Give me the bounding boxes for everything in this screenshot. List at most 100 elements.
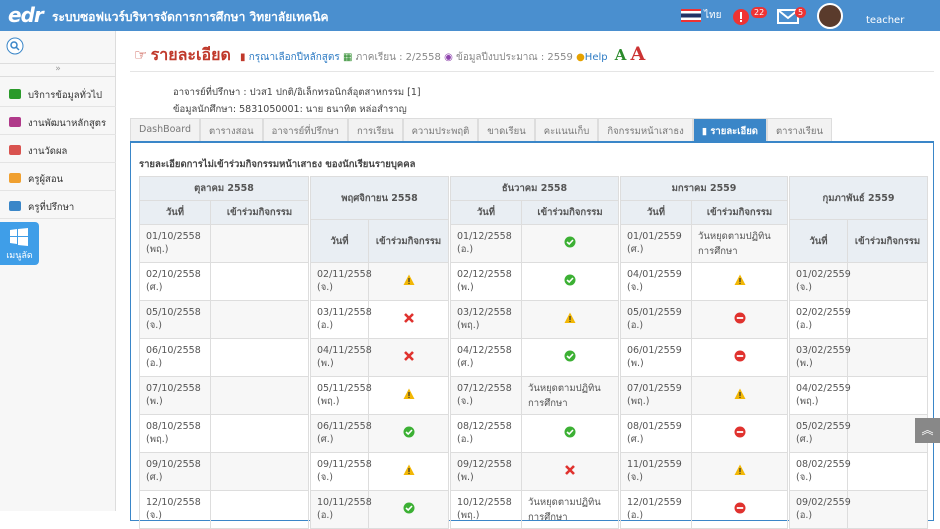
status [521,338,619,377]
day-row: 05/11/2558 (พฤ.) [310,376,449,415]
month-row: พฤศจิกายน 2558 [310,176,449,220]
month-name: ธันวาคม 2558 [450,176,619,201]
status-icon-warning [403,274,414,285]
day-row: 04/12/2558 (ศ.) [450,338,619,377]
avatar[interactable] [817,3,843,29]
status [210,414,309,453]
note: วันหยุดตามปฏิทินการศึกษา [521,490,619,529]
day-row: 02/10/2558 (ศ.) [139,262,309,301]
date: 09/11/2558 (จ.) [310,452,372,491]
status [210,338,309,377]
date-header: วันที่ [450,200,522,225]
tab[interactable]: ▮ รายละเอียด [692,118,767,141]
month-row: กุมภาพันธ์ 2559 [789,176,928,220]
date: 11/01/2559 (จ.) [620,452,692,491]
date: 08/02/2559 (จ.) [789,452,851,491]
menu-label: งานพัฒนาหลักสูตร [28,118,107,129]
date-header: วันที่ [139,200,211,225]
tab[interactable]: ความประพฤติ [402,118,479,141]
date: 06/10/2558 (อ.) [139,338,211,377]
header-row: วันที่ เข้าร่วมกิจกรรม [139,200,309,225]
tab[interactable]: ตารางสอน [200,118,263,141]
date: 08/12/2558 (อ.) [450,414,522,453]
date: 02/12/2558 (พ.) [450,262,522,301]
date: 02/10/2558 (ศ.) [139,262,211,301]
status [847,490,928,529]
status [210,262,309,301]
menu-item[interactable]: ครูที่ปรึกษา [0,193,116,219]
status [691,414,788,453]
day-row: 06/11/2558 (ศ.) [310,414,449,453]
status [521,224,619,263]
menu-label: ครูที่ปรึกษา [28,202,75,213]
day-row: 04/02/2559 (พฤ.) [789,376,928,415]
day-row: 12/10/2558 (จ.) [139,490,309,529]
tab[interactable]: อาจารย์ที่ปรึกษา [262,118,348,141]
month-row: มกราคม 2559 [620,176,788,201]
date: 05/11/2558 (พฤ.) [310,376,372,415]
main: ☞ รายละเอียด ▮ กรุณาเลือกปีหลักสูตร ▦ ภา… [120,31,940,529]
activity-header: เข้าร่วมกิจกรรม [368,219,449,263]
day-row: 08/12/2558 (อ.) [450,414,619,453]
scroll-top[interactable]: ︽ [915,418,940,443]
date: 09/02/2559 (อ.) [789,490,851,529]
status-icon-check [403,426,414,438]
menu-item[interactable]: ครูผู้สอน [0,165,116,191]
course-link[interactable]: กรุณาเลือกปีหลักสูตร [248,52,340,63]
date-header: วันที่ [789,219,848,263]
day-row: 11/01/2559 (จ.) [620,452,788,491]
alert-icon[interactable] [732,8,750,26]
date: 01/02/2559 (จ.) [789,262,851,301]
menu-item[interactable]: งานพัฒนาหลักสูตร [0,109,116,135]
tab[interactable]: ตารางเรียน [766,118,832,141]
day-row: 05/02/2559 (ศ.) [789,414,928,453]
day-row: 05/01/2559 (อ.) [620,300,788,339]
note: วันหยุดตามปฏิทินการศึกษา [691,224,788,263]
date: 04/01/2559 (จ.) [620,262,692,301]
menu-item[interactable]: งานวัดผล [0,137,116,163]
user-name[interactable]: teacher [866,15,905,26]
date: 05/02/2559 (ศ.) [789,414,851,453]
status-icon-cross [565,465,575,475]
status-icon-cross [403,351,414,361]
font-small[interactable]: A [614,46,627,64]
tab-label: ขาดเรียน [487,126,526,137]
activity-header: เข้าร่วมกิจกรรม [210,200,309,225]
top-bar: edr ระบบซอฟแวร์บริหารจัดการการศึกษา วิทย… [0,0,940,31]
date: 04/11/2558 (พ.) [310,338,372,377]
search-button[interactable] [6,37,24,55]
logo[interactable]: edr [8,3,44,27]
status-icon-cross [403,313,414,323]
tab[interactable]: กิจกรรมหน้าเสาธง [598,118,693,141]
date: 02/02/2559 (อ.) [789,300,851,339]
date: 04/12/2558 (ศ.) [450,338,522,377]
date: 02/11/2558 (จ.) [310,262,372,301]
language[interactable]: ไทย [704,10,722,21]
month-table: มกราคม 2559 วันที่ เข้าร่วมกิจกรรม 01/01/25… [620,176,788,529]
shortcut-menu[interactable]: เมนูลัด [0,222,39,265]
tab[interactable]: การเรียน [347,118,403,141]
status-icon-check [403,502,414,514]
day-row: 10/12/2558 (พฤ.) วันหยุดตามปฏิทินการศึกษา [450,490,619,529]
date: 07/12/2558 (จ.) [450,376,522,415]
status [847,300,928,339]
day-row: 01/10/2558 (พฤ.) [139,224,309,263]
status [368,300,449,339]
month-tables: ตุลาคม 2558 วันที่ เข้าร่วมกิจกรรม 01/10/25… [139,176,933,529]
activity-header: เข้าร่วมกิจกรรม [847,219,928,263]
tab[interactable]: DashBoard [130,118,201,141]
day-row: 01/02/2559 (จ.) [789,262,928,301]
menu-item[interactable]: บริการข้อมูลทั่วไป [0,81,116,107]
menu-label: ครูผู้สอน [28,174,64,185]
font-large[interactable]: A [630,43,646,65]
status [847,414,928,453]
status-icon-minus [734,426,745,438]
help-link[interactable]: Help [584,52,608,63]
sidebar-toggle[interactable]: » [0,63,116,77]
status [847,262,928,301]
tab[interactable]: ขาดเรียน [478,118,535,141]
tab-label: การเรียน [356,126,394,137]
tab[interactable]: คะแนนเก็บ [534,118,599,141]
month-table: พฤศจิกายน 2558 วันที่ เข้าร่วมกิจกรรม 02/11… [310,176,449,529]
date: 04/02/2559 (พฤ.) [789,376,851,415]
